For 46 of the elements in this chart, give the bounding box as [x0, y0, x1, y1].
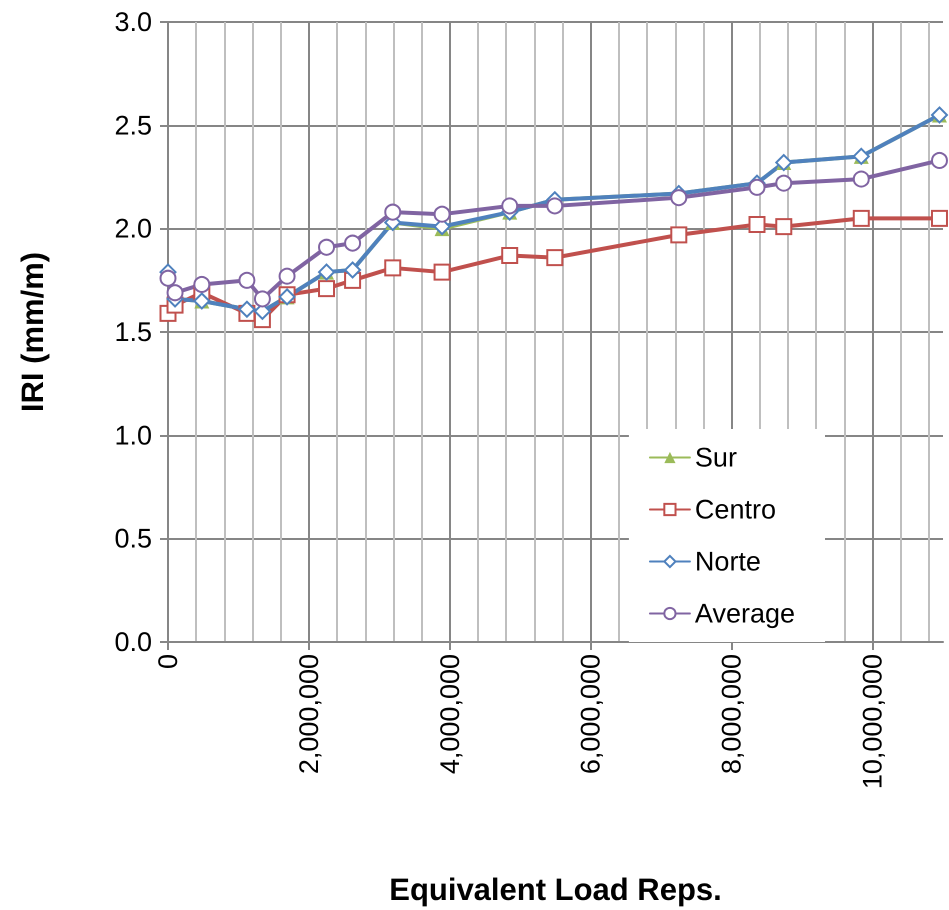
point: [318, 280, 336, 298]
point: [670, 189, 688, 206]
legend-label: Sur: [694, 442, 737, 472]
point: [930, 152, 948, 169]
point: [193, 276, 210, 293]
y-tick-label: 2.5: [114, 110, 152, 140]
point: [852, 170, 870, 188]
point: [670, 226, 688, 244]
point: [775, 218, 792, 236]
x-tick-label: 10,000,000: [858, 654, 888, 790]
x-tick-label: 2,000,000: [294, 654, 324, 774]
point: [930, 210, 948, 227]
point: [748, 216, 766, 234]
point: [160, 270, 176, 287]
y-tick-label: 3.0: [114, 7, 152, 37]
y-tick-label: 2.0: [114, 214, 152, 244]
point: [434, 206, 451, 223]
point: [546, 197, 564, 214]
point: [775, 174, 792, 192]
point: [254, 290, 271, 308]
y-tick-label: 1.0: [114, 420, 152, 450]
point: [434, 264, 451, 281]
point: [344, 234, 362, 252]
point: [748, 178, 766, 196]
x-tick-label: 6,000,000: [576, 654, 606, 774]
point: [546, 249, 564, 266]
y-tick-label: 0.5: [114, 524, 152, 554]
y-tick-label: 1.5: [114, 317, 152, 347]
x-tick-label: 8,000,000: [716, 654, 747, 774]
x-tick-label: 0: [153, 654, 183, 670]
point: [278, 268, 296, 285]
x-axis-title: Equivalent Load Reps.: [389, 872, 722, 907]
point: [852, 210, 870, 227]
y-tick-label: 0.0: [114, 627, 152, 657]
legend-label: Centro: [694, 494, 776, 524]
legend-label: Average: [694, 598, 795, 628]
legend-label: Norte: [694, 546, 761, 576]
point: [318, 238, 336, 256]
x-tick-label: 4,000,000: [434, 654, 465, 774]
y-axis-title: IRI (mm/m): [15, 252, 50, 412]
point: [384, 204, 402, 221]
point: [166, 284, 184, 302]
point: [501, 247, 518, 264]
point: [238, 272, 256, 289]
point: [501, 197, 518, 214]
point: [384, 259, 402, 276]
